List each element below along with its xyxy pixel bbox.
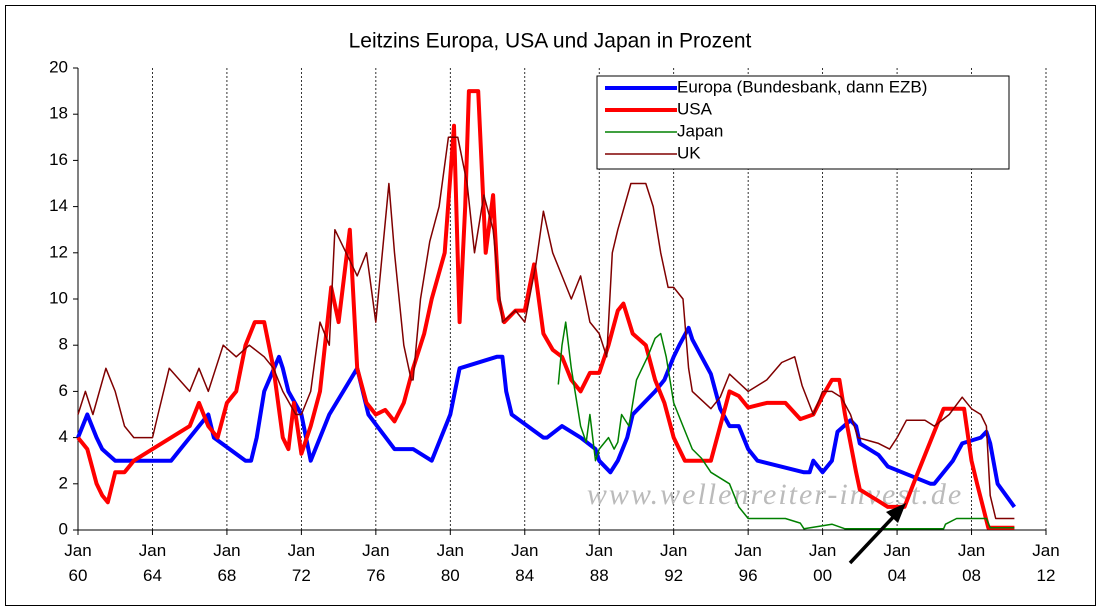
chart-title: Leitzins Europa, USA und Japan in Prozen…: [349, 30, 752, 53]
x-tick-label: Jan 96: [734, 541, 762, 585]
y-tick-label: 8: [59, 335, 68, 354]
legend-label: Europa (Bundesbank, dann EZB): [677, 77, 927, 96]
x-tick-label: Jan 00: [808, 541, 837, 585]
x-tick-label: Jan 72: [287, 541, 316, 585]
arrow-head: [886, 503, 906, 523]
series-line: [557, 321, 1015, 530]
y-tick-label: 2: [59, 473, 68, 492]
x-tick-label: Jan 76: [362, 541, 390, 585]
y-tick-label: 18: [49, 104, 68, 123]
x-tick-label: Jan 80: [436, 541, 464, 585]
x-tick-label: Jan 84: [511, 541, 539, 585]
y-tick-label: 4: [59, 427, 68, 446]
x-tick-label: Jan 68: [213, 541, 241, 585]
series-line: [77, 136, 1015, 520]
y-tick-label: 12: [49, 242, 68, 261]
y-tick-label: 14: [49, 196, 68, 215]
x-tick-label: Jan 12: [1032, 541, 1060, 585]
x-tick-label: Jan 08: [957, 541, 986, 585]
x-tick-label: Jan 60: [64, 541, 92, 585]
series-line: [76, 325, 1017, 509]
y-tick-label: 10: [49, 288, 68, 307]
x-tick-label: Jan 04: [883, 541, 911, 585]
x-tick-label: Jan 92: [659, 541, 688, 585]
y-tick-label: 6: [59, 381, 68, 400]
arrow-shaft: [848, 511, 899, 565]
y-tick-label: 20: [49, 57, 68, 76]
y-tick-label: 16: [49, 150, 68, 169]
y-tick-label: 0: [59, 519, 68, 538]
x-tick-label: Jan 64: [138, 541, 167, 585]
legend-label: UK: [677, 143, 701, 162]
legend-label: USA: [677, 99, 713, 118]
legend-label: Japan: [677, 121, 723, 140]
x-tick-label: Jan 88: [585, 541, 613, 585]
